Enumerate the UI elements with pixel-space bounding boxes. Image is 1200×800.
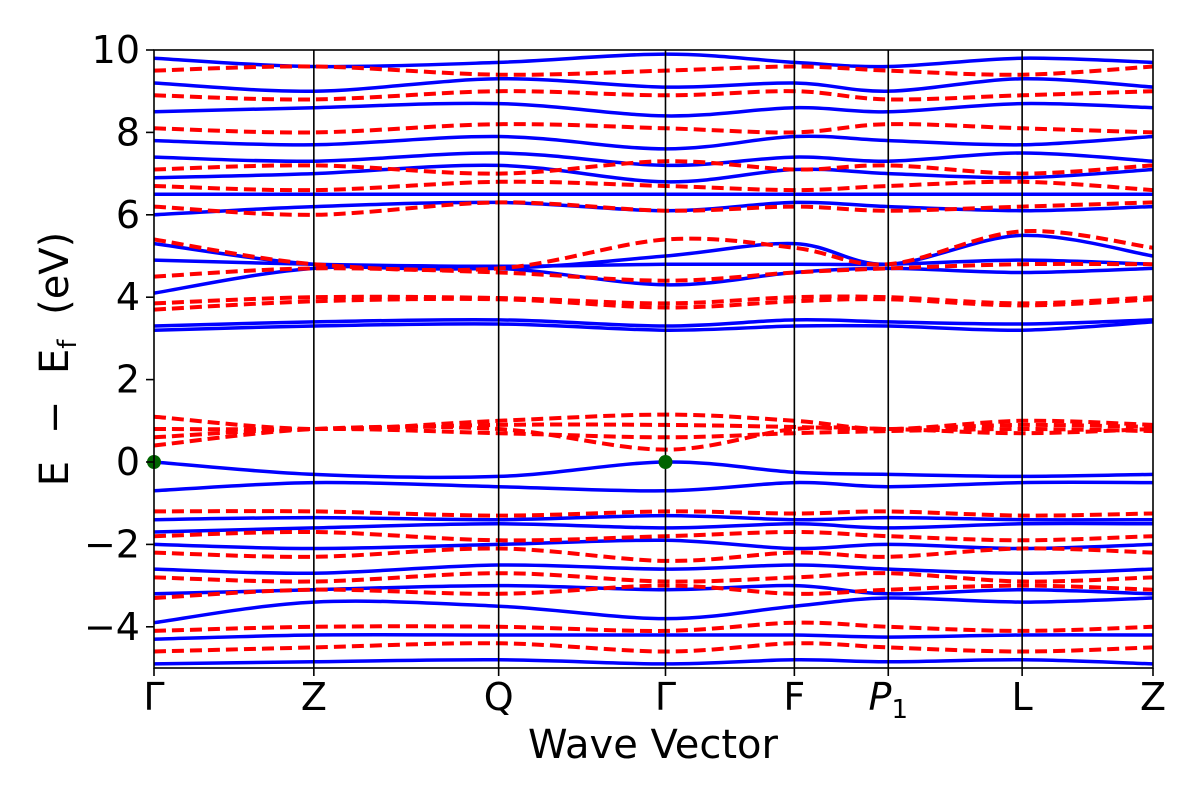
band-line	[154, 179, 1153, 193]
x-tick-label: Γ	[143, 675, 164, 719]
x-axis-ticks: Γ Z Q Γ F P1 L Z	[143, 668, 1166, 725]
y-tick-label: 4	[116, 275, 140, 319]
y-tick-label: 10	[92, 28, 140, 72]
band-line	[154, 412, 1153, 432]
band-line	[154, 261, 1153, 283]
band-line	[154, 513, 1153, 522]
band-line	[154, 509, 1153, 518]
band-line	[154, 163, 1153, 184]
y-tick-label: −4	[84, 605, 140, 649]
y-label-ef-sub: f	[53, 339, 83, 349]
y-tick-label: 0	[116, 440, 140, 484]
band-line	[154, 320, 1153, 333]
y-label-e: E	[32, 461, 78, 486]
y-label-unit: (eV)	[32, 232, 78, 315]
x-tick-label: Z	[301, 675, 327, 719]
band-line	[154, 641, 1153, 654]
band-line	[154, 620, 1153, 633]
band-line	[154, 151, 1153, 168]
plot-background	[154, 50, 1153, 668]
x-tick-label-base: P	[869, 675, 892, 719]
x-tick-label: Q	[484, 675, 514, 719]
band-line	[154, 159, 1153, 176]
band-line	[154, 521, 1153, 534]
y-label-ef: E	[32, 349, 78, 374]
band-line	[154, 657, 1153, 666]
band-line	[154, 294, 1153, 306]
x-tick-label: F	[783, 675, 805, 719]
x-tick-label: L	[1012, 675, 1033, 719]
series-dashed	[154, 64, 1153, 654]
x-tick-label: Γ	[655, 675, 676, 719]
band-line	[154, 317, 1153, 328]
y-tick-label: 6	[116, 193, 140, 237]
k-point-lines	[313, 50, 1023, 668]
band-line	[154, 529, 1153, 543]
band-line	[154, 460, 1153, 480]
y-tick-label: 8	[116, 110, 140, 154]
x-tick-label: P1	[869, 675, 908, 725]
band-line	[154, 480, 1153, 493]
y-tick-label: −2	[84, 522, 140, 566]
band-line	[154, 101, 1153, 118]
band-line	[154, 64, 1153, 77]
y-axis-ticks: −4 −2 0 2 4 6 8 10	[84, 28, 154, 649]
y-tick-label: 2	[116, 358, 140, 402]
band-line	[154, 596, 1153, 625]
band-line	[154, 122, 1153, 135]
band-line	[154, 571, 1153, 584]
band-line	[154, 200, 1153, 217]
band-line	[154, 89, 1153, 102]
band-line	[154, 583, 1153, 600]
plot-frame	[153, 49, 1154, 669]
y-axis-label: E − Ef (eV)	[32, 232, 86, 487]
series-solid	[154, 52, 1153, 666]
band-line	[154, 77, 1153, 93]
y-label-minus: −	[32, 401, 78, 435]
band-line	[154, 546, 1153, 563]
band-line	[154, 134, 1153, 151]
x-axis-label: Wave Vector	[528, 722, 779, 768]
bands-layer	[154, 52, 1153, 666]
x-tick-label: Z	[1140, 675, 1166, 719]
band-line	[154, 228, 1153, 273]
band-line	[154, 632, 1153, 641]
x-tick-label-sub: 1	[891, 695, 908, 725]
band-line	[154, 563, 1153, 576]
fermi-marker	[658, 455, 673, 469]
